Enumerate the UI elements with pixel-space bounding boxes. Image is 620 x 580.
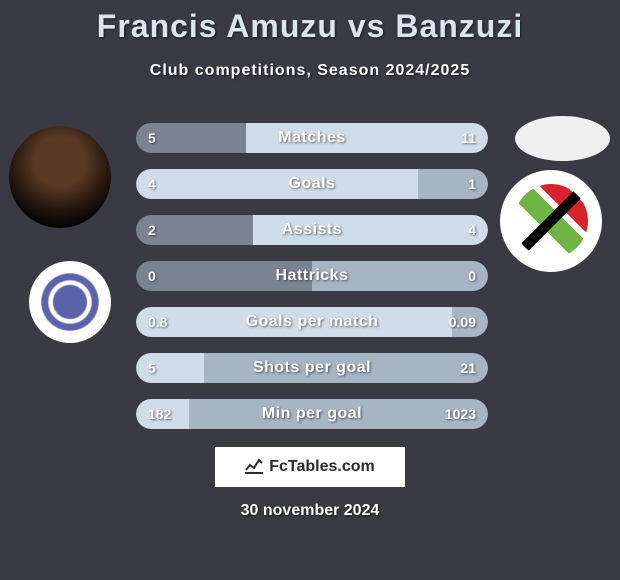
stat-value-left: 0 [148,261,156,291]
stat-row: Goals4 1 [136,169,488,199]
stat-value-left: 5 [148,123,156,153]
stat-row: Goals per match0.8 0.09 [136,307,488,337]
stat-label: Assists [136,215,488,245]
stat-row: Min per goal182 1023 [136,399,488,429]
stat-row: Matches5 11 [136,123,488,153]
stat-label: Goals [136,169,488,199]
stat-value-right: 11 [461,123,476,153]
stat-value-right: 0.09 [449,307,476,337]
club-left-logo [29,261,111,343]
page-title: Francis Amuzu vs Banzuzi [0,8,620,45]
player-left-avatar [9,126,111,228]
stat-row: Hattricks0 0 [136,261,488,291]
player-right-avatar [515,116,610,161]
stat-row: Assists2 4 [136,215,488,245]
stat-row: Shots per goal5 21 [136,353,488,383]
stat-label: Min per goal [136,399,488,429]
stat-value-left: 5 [148,353,156,383]
date-label: 30 november 2024 [0,502,620,520]
subtitle: Club competitions, Season 2024/2025 [0,62,620,80]
club-right-logo [500,170,602,272]
stat-label: Hattricks [136,261,488,291]
stat-value-left: 2 [148,215,156,245]
stat-value-right: 21 [460,353,476,383]
stat-value-left: 0.8 [148,307,167,337]
stat-label: Matches [136,123,488,153]
chart-icon [245,456,263,479]
watermark-text: FcTables.com [269,458,375,476]
stat-value-right: 1023 [445,399,476,429]
comparison-stage: Francis Amuzu vs Banzuzi Club competitio… [0,0,620,580]
comparison-bars: Matches511Goals41Assists24Hattricks00Goa… [136,123,488,445]
stat-value-left: 4 [148,169,156,199]
watermark: FcTables.com [215,447,405,487]
stat-label: Goals per match [136,307,488,337]
stat-label: Shots per goal [136,353,488,383]
stat-value-right: 4 [468,215,476,245]
stat-value-left: 182 [148,399,171,429]
stat-value-right: 1 [468,169,476,199]
stat-value-right: 0 [468,261,476,291]
